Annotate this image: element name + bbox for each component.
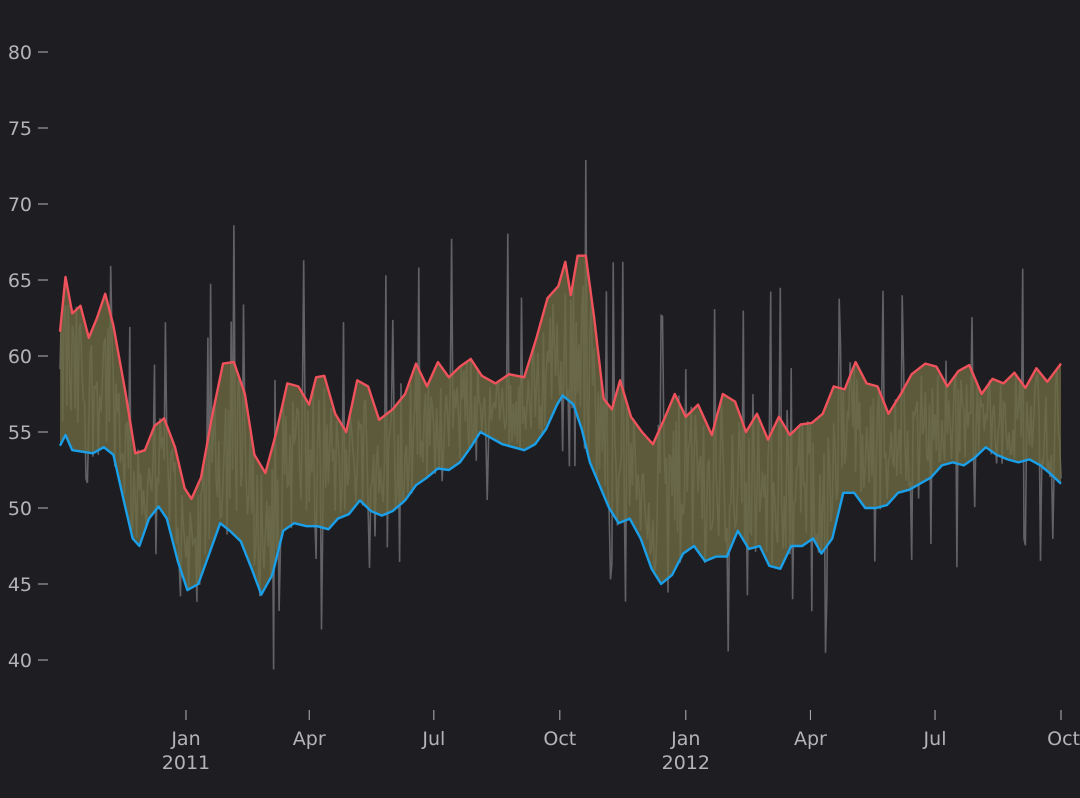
y-tick-label: 50 [8,498,32,520]
band-fill [60,255,1061,595]
y-tick-label: 65 [8,270,32,292]
x-tick-label: Oct [1047,728,1080,750]
y-tick-label: 60 [8,346,32,368]
x-tick-label: Jul [421,728,445,750]
upper-series-line [58,254,1062,501]
lower-series-line [58,394,1062,596]
y-tick-label: 40 [8,650,32,672]
x-tick-year-label: 2012 [662,752,710,774]
y-tick-label: 45 [8,574,32,596]
y-tick-label: 70 [8,194,32,216]
series-lines [58,254,1062,596]
x-tick-label: Jan [170,728,200,750]
x-tick-year-label: 2011 [162,752,210,774]
y-axis: 40 45 50 55 60 65 70 75 80 [8,42,48,672]
x-tick-label: Jul [923,728,947,750]
x-tick-label: Apr [794,728,827,750]
x-tick-label: Jan [670,728,700,750]
band-area [60,255,1061,595]
y-tick-label: 80 [8,42,32,64]
y-tick-label: 55 [8,422,32,444]
x-tick-label: Oct [543,728,576,750]
x-tick-label: Apr [293,728,326,750]
y-tick-label: 75 [8,118,32,140]
